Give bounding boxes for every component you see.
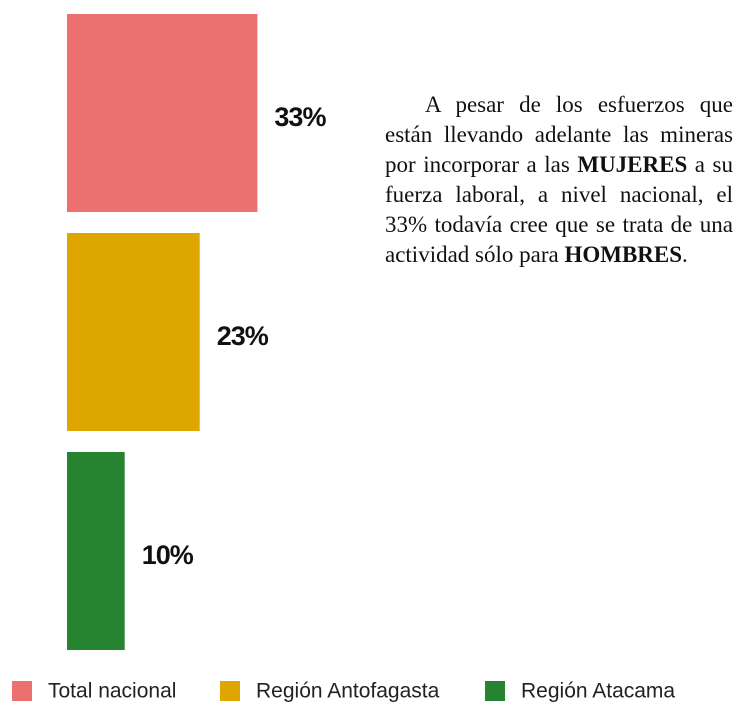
- value-label: 23%: [217, 321, 269, 351]
- value-label: 10%: [142, 540, 194, 570]
- legend-swatch: [220, 681, 240, 701]
- annotation-text: A pesar de los esfuerzos que están lleva…: [385, 92, 733, 177]
- legend-label: Región Antofagasta: [256, 680, 440, 703]
- bar: [67, 14, 258, 212]
- legend-swatch: [485, 681, 505, 701]
- annotation-text: a su fuerza laboral, a nivel nacional, e…: [385, 152, 733, 267]
- legend-label: Región Atacama: [521, 680, 675, 703]
- annotation: A pesar de los esfuerzos que están lleva…: [385, 90, 733, 270]
- legend-label: Total nacional: [48, 680, 176, 703]
- annotation-text: .: [682, 242, 688, 267]
- bar: [67, 452, 125, 650]
- value-label: 33%: [274, 102, 326, 132]
- bar: [67, 233, 200, 431]
- legend-swatch: [12, 681, 32, 701]
- annotation-text: HOMBRES: [564, 242, 683, 267]
- annotation-text: MUJERES: [577, 152, 688, 177]
